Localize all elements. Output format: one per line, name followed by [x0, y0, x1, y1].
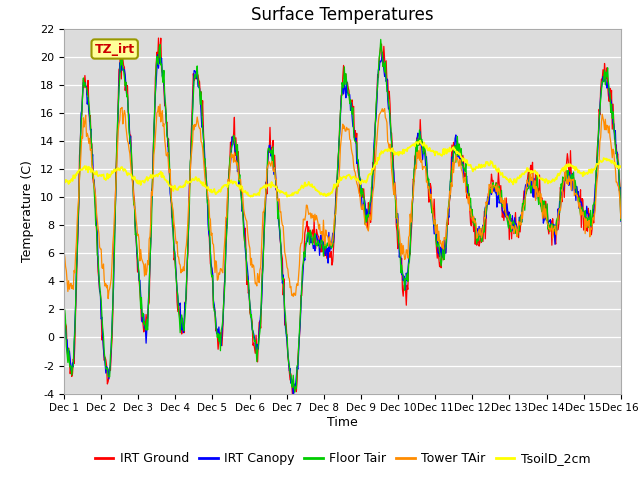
TsoilD_2cm: [60, 180, 68, 185]
TsoilD_2cm: [184, 180, 192, 186]
Tower TAir: [104, 296, 112, 301]
IRT Ground: [70, 360, 78, 366]
Tower TAir: [156, 101, 164, 107]
TsoilD_2cm: [283, 194, 291, 200]
Legend: IRT Ground, IRT Canopy, Floor Tair, Tower TAir, TsoilD_2cm: IRT Ground, IRT Canopy, Floor Tair, Towe…: [90, 447, 595, 470]
Line: TsoilD_2cm: TsoilD_2cm: [64, 141, 621, 197]
IRT Canopy: [617, 218, 625, 224]
Text: TZ_irt: TZ_irt: [95, 43, 135, 56]
Tower TAir: [128, 176, 136, 182]
IRT Ground: [127, 150, 135, 156]
TsoilD_2cm: [70, 173, 78, 179]
IRT Canopy: [378, 50, 386, 56]
IRT Ground: [428, 206, 436, 212]
TsoilD_2cm: [411, 144, 419, 149]
Tower TAir: [215, 270, 223, 276]
IRT Canopy: [289, 394, 297, 399]
IRT Ground: [155, 35, 163, 41]
TsoilD_2cm: [214, 189, 221, 195]
TsoilD_2cm: [428, 148, 436, 154]
Floor Tair: [428, 210, 436, 216]
Tower TAir: [617, 216, 625, 221]
Line: IRT Canopy: IRT Canopy: [64, 53, 621, 396]
Floor Tair: [617, 217, 625, 223]
Line: IRT Ground: IRT Ground: [64, 38, 621, 396]
IRT Ground: [185, 211, 193, 216]
IRT Ground: [214, 347, 222, 352]
IRT Canopy: [184, 239, 192, 244]
Floor Tair: [214, 335, 221, 340]
Tower TAir: [186, 191, 193, 196]
IRT Canopy: [60, 301, 68, 307]
IRT Canopy: [428, 210, 436, 216]
IRT Canopy: [412, 156, 419, 162]
X-axis label: Time: Time: [327, 416, 358, 429]
Y-axis label: Temperature (C): Temperature (C): [22, 160, 35, 262]
Title: Surface Temperatures: Surface Temperatures: [251, 6, 434, 24]
Tower TAir: [60, 249, 68, 255]
IRT Canopy: [214, 326, 221, 332]
Line: Tower TAir: Tower TAir: [64, 104, 621, 299]
Floor Tair: [60, 307, 68, 313]
IRT Ground: [60, 300, 68, 306]
IRT Ground: [289, 393, 296, 398]
Floor Tair: [291, 389, 299, 395]
Tower TAir: [412, 162, 419, 168]
Floor Tair: [70, 339, 78, 345]
Tower TAir: [70, 267, 78, 273]
Floor Tair: [377, 36, 385, 42]
Tower TAir: [428, 200, 436, 205]
IRT Canopy: [70, 346, 78, 352]
IRT Ground: [412, 152, 419, 157]
Floor Tair: [412, 148, 419, 154]
TsoilD_2cm: [127, 173, 135, 179]
TsoilD_2cm: [617, 164, 625, 170]
TsoilD_2cm: [417, 138, 424, 144]
Floor Tair: [184, 240, 192, 245]
IRT Canopy: [127, 159, 135, 165]
Floor Tair: [127, 147, 135, 153]
IRT Ground: [617, 210, 625, 216]
Line: Floor Tair: Floor Tair: [64, 39, 621, 392]
